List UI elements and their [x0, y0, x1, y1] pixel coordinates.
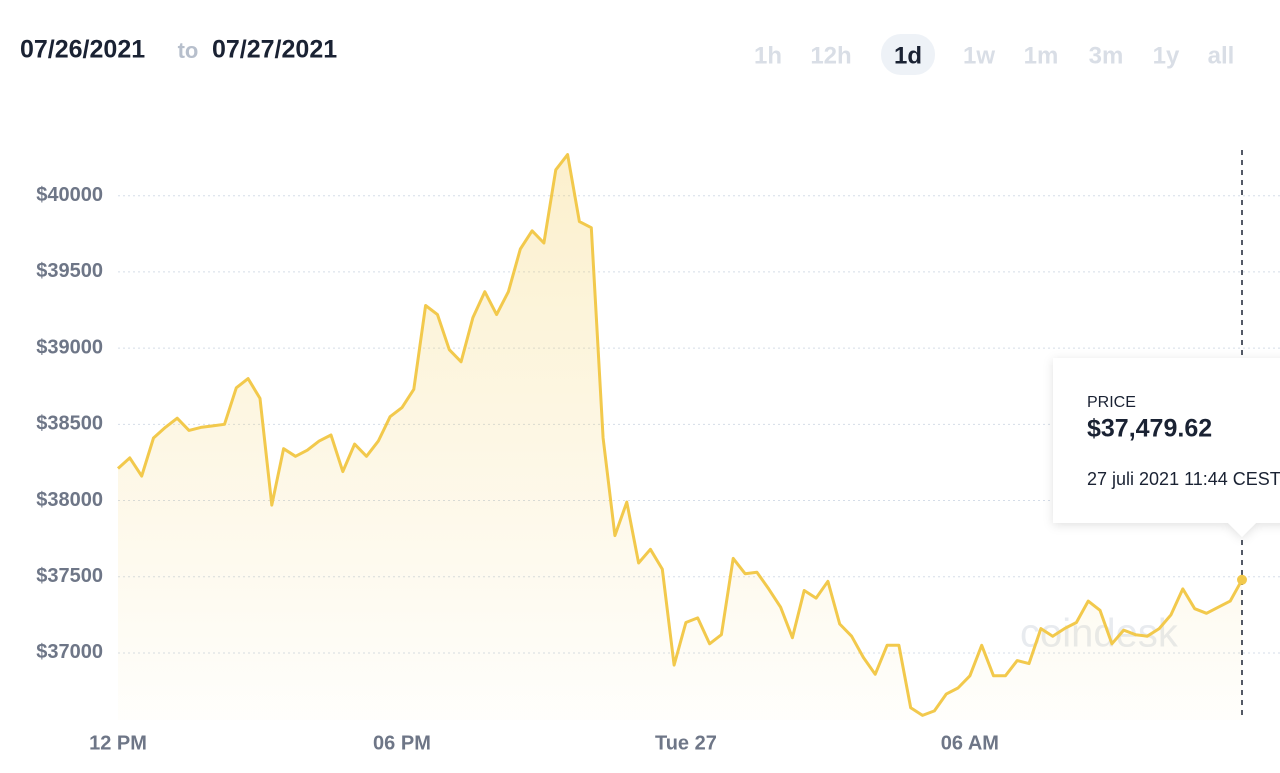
- x-tick-label: 12 PM: [89, 732, 147, 754]
- date-to: 07/27/2021: [212, 36, 337, 64]
- x-tick-label: 06 AM: [941, 732, 999, 754]
- y-tick-label: $37500: [36, 565, 103, 587]
- range-button[interactable]: 1h: [754, 42, 782, 69]
- y-tick-label: $39000: [36, 336, 103, 358]
- y-tick-label: $40000: [36, 184, 103, 206]
- tooltip: PRICE $37,479.62 27 juli 2021 11:44 CEST: [1053, 358, 1280, 537]
- line: [116, 153, 1244, 717]
- header: 07/26/2021 to 07/27/2021 1h 12h 1d 1w 1m 3m 1y…: [20, 34, 1234, 75]
- range-button-label[interactable]: 1m: [1024, 42, 1059, 69]
- range-button[interactable]: 3m: [1089, 42, 1124, 69]
- area: [118, 154, 1242, 721]
- range-button-label[interactable]: 1h: [754, 42, 782, 69]
- range-button[interactable]: 1y: [1153, 42, 1180, 69]
- range-button-label[interactable]: 3m: [1089, 42, 1124, 69]
- range-button-label[interactable]: 1y: [1153, 42, 1180, 69]
- range-button-label[interactable]: 1d: [894, 42, 922, 69]
- range-button-label[interactable]: 12h: [810, 42, 851, 69]
- tooltip-time: 27 juli 2021 11:44 CEST: [1087, 469, 1280, 489]
- range-button-label[interactable]: all: [1208, 42, 1235, 69]
- y-tick-label: $37000: [36, 641, 103, 663]
- date-separator: to: [178, 38, 199, 63]
- y-tick-label: $39500: [36, 260, 103, 282]
- date-from: 07/26/2021: [20, 36, 145, 64]
- x-tick-label: 06 PM: [373, 732, 431, 754]
- range-button[interactable]: 1w: [963, 42, 995, 69]
- tooltip-label: PRICE: [1087, 394, 1136, 411]
- tooltip-value: $37,479.62: [1087, 415, 1212, 443]
- range-button-label[interactable]: 1w: [963, 42, 995, 69]
- tooltip-box: [1053, 358, 1280, 537]
- point: [1237, 574, 1247, 585]
- y-tick-label: $38000: [36, 489, 103, 511]
- x-tick-label: Tue 27: [655, 732, 717, 754]
- range-button-bg[interactable]: [881, 34, 935, 75]
- range-button[interactable]: 1d: [881, 34, 935, 75]
- plot: $37000 $37500 $38000 $38500 $39000 $39500 $400…: [36, 150, 1280, 754]
- range-button[interactable]: 1m: [1024, 42, 1059, 69]
- range-button[interactable]: all: [1208, 42, 1235, 69]
- range-button[interactable]: 12h: [810, 42, 851, 69]
- y-tick-label: $38500: [36, 413, 103, 435]
